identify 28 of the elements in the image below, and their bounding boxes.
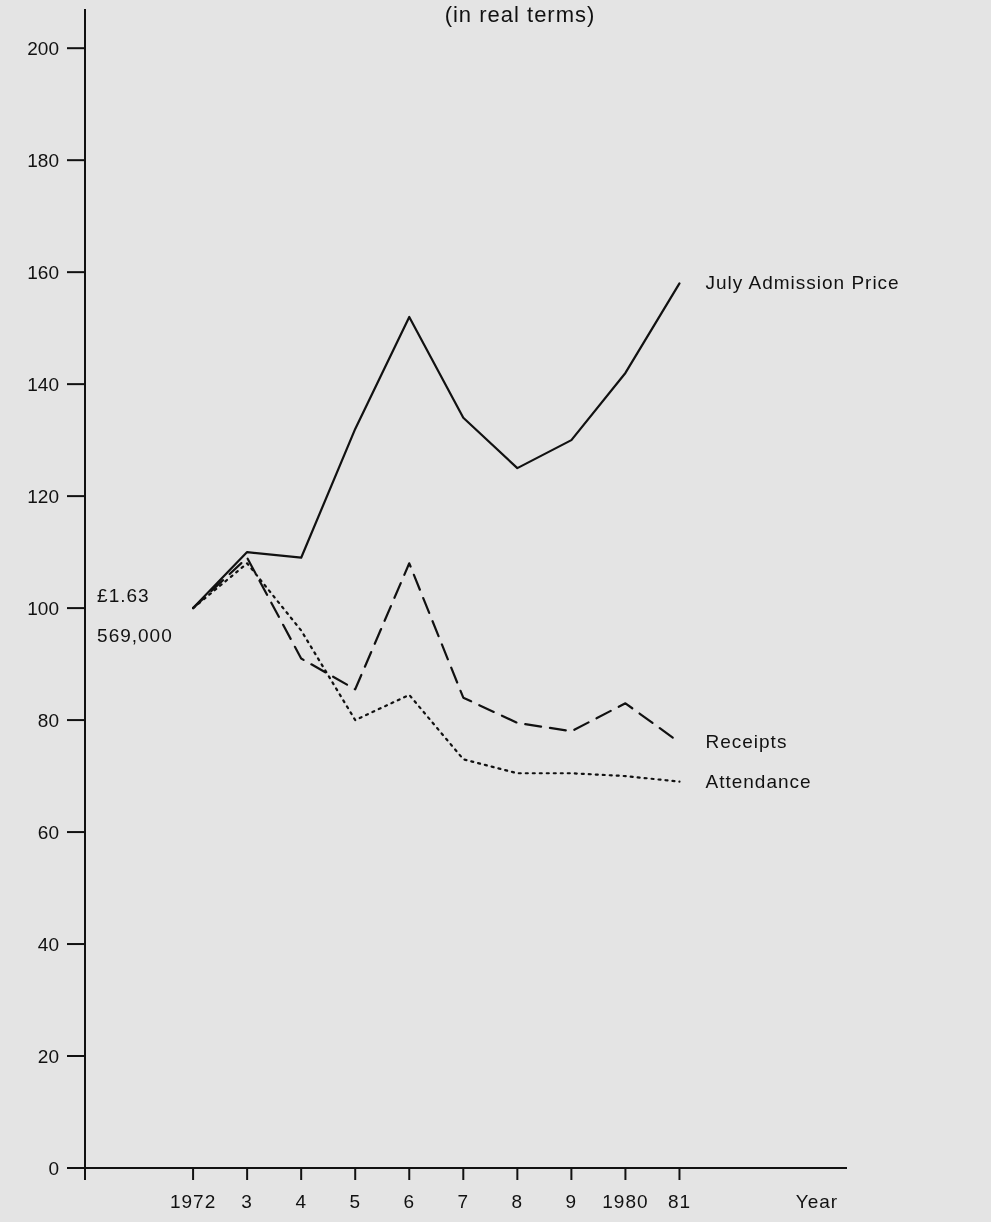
- x-tick-label: 8: [511, 1191, 524, 1212]
- x-tick-label: 81: [667, 1191, 692, 1212]
- y-tick-label: 40: [37, 934, 59, 956]
- x-tick-label: 6: [403, 1191, 416, 1212]
- x-tick-label: 7: [457, 1191, 470, 1212]
- annotation: £1.63: [97, 585, 150, 607]
- y-tick-label: 140: [27, 374, 59, 396]
- annotation: 569,000: [97, 625, 173, 647]
- x-tick-label: 3: [241, 1191, 253, 1212]
- series-label: Attendance: [705, 770, 812, 792]
- x-tick-label: 4: [295, 1191, 307, 1212]
- y-tick-label: 120: [27, 486, 59, 508]
- y-tick-label: 100: [27, 598, 59, 620]
- y-tick-label: 180: [27, 150, 59, 172]
- y-tick-label: 200: [27, 38, 59, 60]
- x-tick-label: 5: [349, 1191, 361, 1212]
- y-tick-label: 80: [37, 710, 59, 732]
- series-label: Receipts: [705, 731, 788, 753]
- series-label: July Admission Price: [705, 272, 900, 294]
- y-tick-label: 0: [48, 1158, 59, 1179]
- x-tick-label: 9: [565, 1191, 578, 1212]
- x-axis-title: Year: [795, 1191, 839, 1212]
- y-tick-label: 60: [37, 822, 59, 844]
- chart-title: (in real terms): [444, 2, 596, 27]
- y-tick-label: 160: [27, 262, 59, 284]
- x-tick-label: 1972: [169, 1191, 217, 1212]
- y-tick-label: 20: [37, 1046, 59, 1068]
- x-tick-label: 1980: [602, 1191, 649, 1212]
